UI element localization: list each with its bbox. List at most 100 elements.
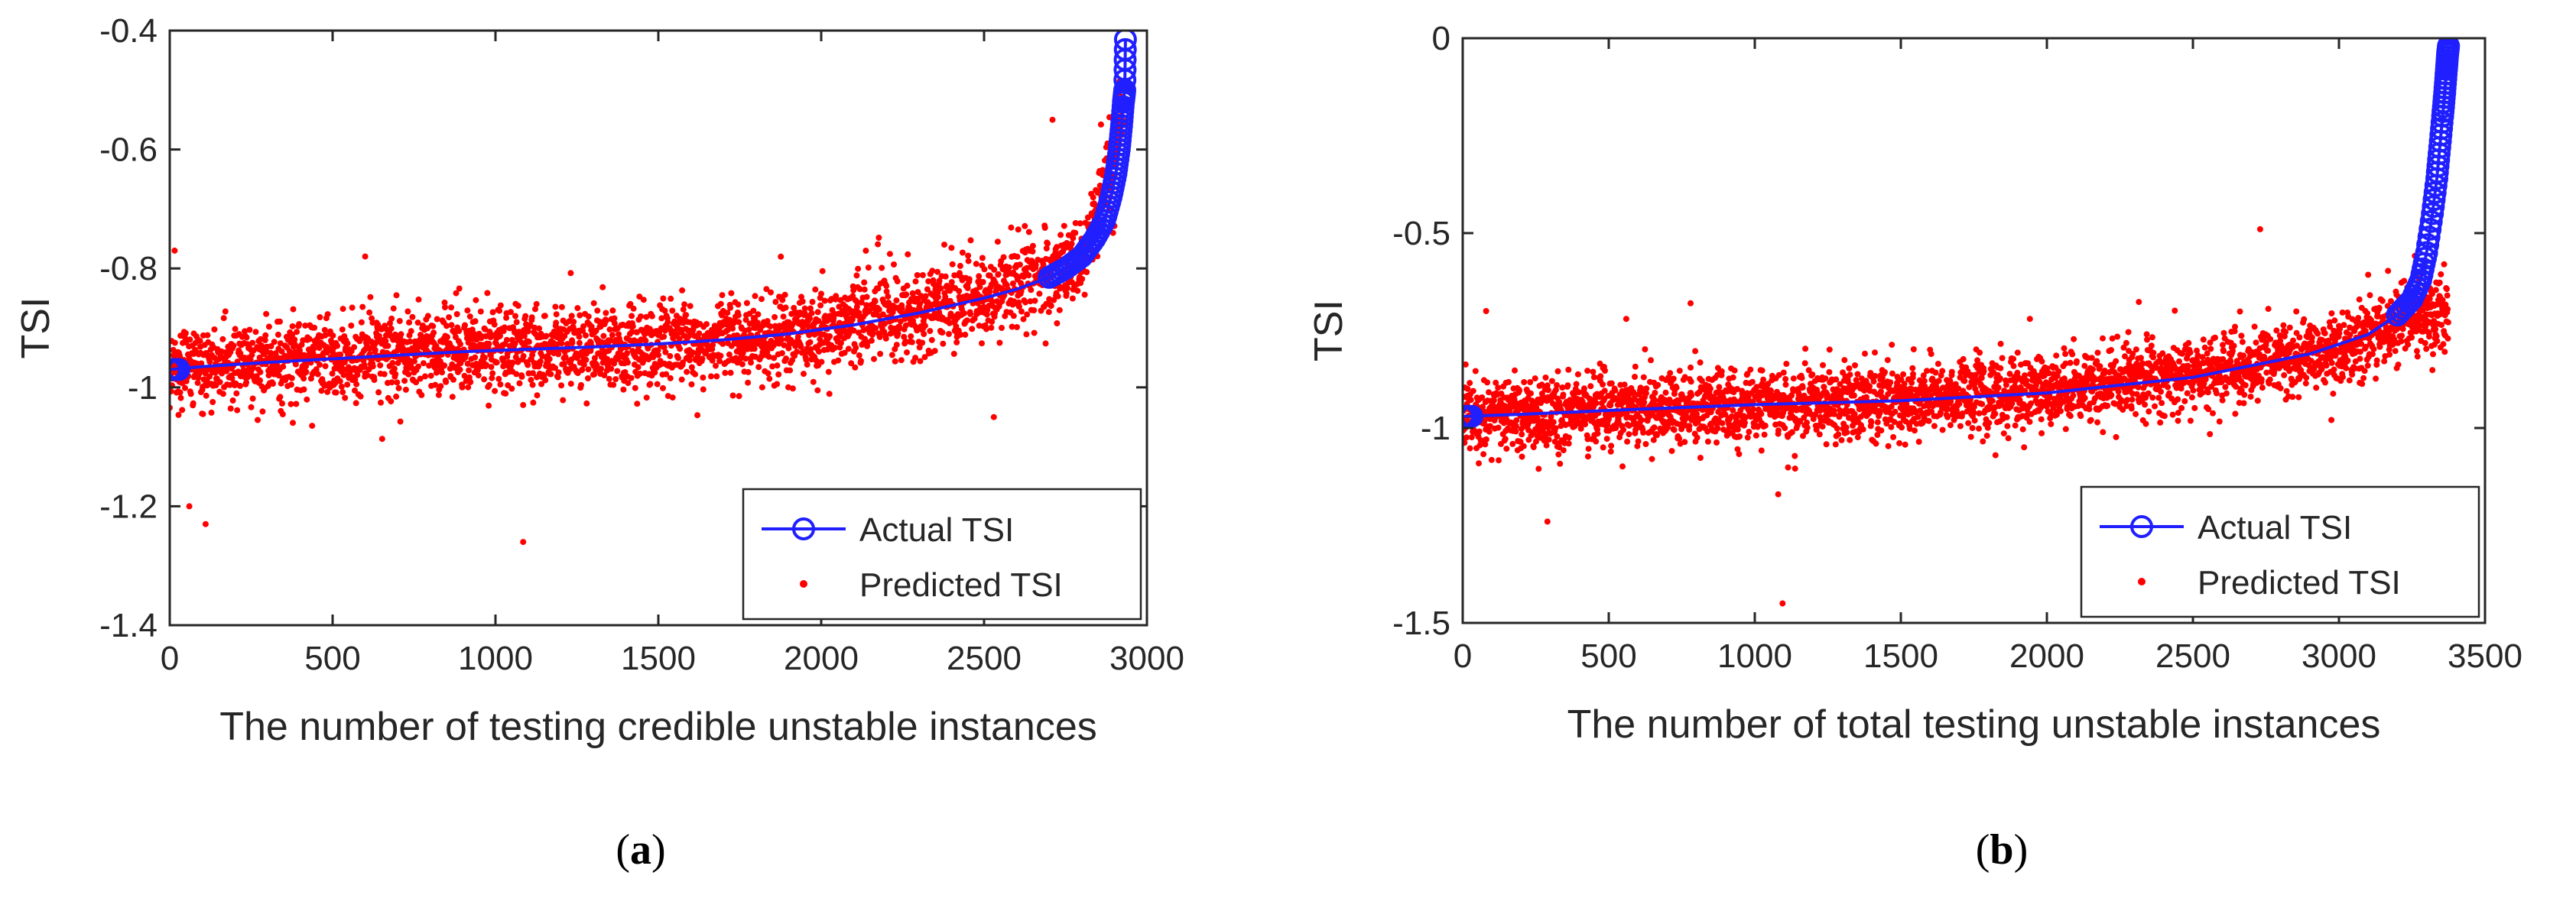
predicted-tsi-point bbox=[2010, 356, 2016, 362]
x-tick-label: 1000 bbox=[458, 640, 533, 677]
predicted-tsi-point bbox=[290, 323, 296, 329]
predicted-tsi-point bbox=[2003, 382, 2009, 388]
predicted-tsi-point bbox=[835, 358, 841, 364]
predicted-tsi-point bbox=[976, 273, 982, 279]
predicted-tsi-point bbox=[1799, 375, 1805, 381]
predicted-tsi-point bbox=[877, 351, 883, 357]
predicted-tsi-point bbox=[918, 358, 924, 365]
predicted-tsi-point bbox=[875, 242, 881, 248]
predicted-tsi-point bbox=[667, 353, 673, 359]
predicted-tsi-point bbox=[1977, 349, 1983, 355]
predicted-tsi-point bbox=[1736, 433, 1743, 439]
predicted-tsi-point bbox=[190, 400, 197, 407]
predicted-tsi-point bbox=[1843, 430, 1850, 436]
predicted-tsi-point bbox=[1993, 452, 1999, 459]
predicted-tsi-point bbox=[1468, 397, 1474, 403]
predicted-tsi-point bbox=[981, 266, 987, 272]
predicted-tsi-point bbox=[755, 311, 761, 317]
predicted-tsi-point bbox=[394, 292, 400, 298]
predicted-tsi-point bbox=[929, 268, 935, 274]
predicted-tsi-point bbox=[677, 345, 683, 352]
predicted-tsi-point bbox=[948, 245, 954, 251]
predicted-tsi-point bbox=[389, 379, 395, 385]
predicted-tsi-outlier bbox=[362, 254, 369, 260]
predicted-tsi-point bbox=[2027, 419, 2033, 425]
predicted-tsi-point bbox=[502, 391, 508, 397]
predicted-tsi-point bbox=[1984, 433, 1990, 439]
predicted-tsi-point bbox=[1730, 375, 1736, 381]
predicted-tsi-point bbox=[323, 363, 329, 369]
predicted-tsi-point bbox=[921, 331, 927, 337]
predicted-tsi-point bbox=[211, 326, 217, 332]
predicted-tsi-point bbox=[778, 337, 784, 343]
predicted-tsi-point bbox=[177, 390, 184, 396]
predicted-tsi-point bbox=[629, 313, 635, 319]
predicted-tsi-point bbox=[612, 376, 619, 382]
predicted-tsi-point bbox=[908, 333, 914, 339]
predicted-tsi-point bbox=[514, 319, 520, 326]
predicted-tsi-point bbox=[956, 288, 962, 294]
predicted-tsi-point bbox=[1642, 346, 1648, 352]
predicted-tsi-point bbox=[1031, 330, 1038, 336]
predicted-tsi-point bbox=[1979, 375, 1985, 381]
predicted-tsi-point bbox=[243, 379, 249, 385]
predicted-tsi-point bbox=[943, 274, 949, 280]
predicted-tsi-point bbox=[1608, 443, 1614, 449]
predicted-tsi-point bbox=[1997, 365, 2003, 371]
predicted-tsi-point bbox=[914, 272, 921, 278]
predicted-tsi-point bbox=[655, 352, 661, 358]
legend-predicted-marker bbox=[800, 580, 807, 588]
predicted-tsi-point bbox=[927, 328, 933, 334]
predicted-tsi-point bbox=[367, 294, 373, 300]
predicted-tsi-point bbox=[1619, 463, 1626, 469]
predicted-tsi-point bbox=[1090, 194, 1096, 200]
predicted-tsi-point bbox=[339, 384, 345, 390]
predicted-tsi-point bbox=[745, 380, 751, 386]
predicted-tsi-point bbox=[1720, 420, 1726, 426]
predicted-tsi-point bbox=[853, 345, 859, 351]
predicted-tsi-point bbox=[337, 378, 343, 384]
predicted-tsi-point bbox=[583, 332, 589, 339]
predicted-tsi-point bbox=[345, 340, 351, 346]
predicted-tsi-point bbox=[1957, 423, 1964, 430]
predicted-tsi-point bbox=[1826, 369, 1832, 375]
predicted-tsi-point bbox=[1473, 368, 1479, 375]
predicted-tsi-point bbox=[814, 388, 820, 394]
predicted-tsi-point bbox=[1697, 359, 1704, 365]
predicted-tsi-point bbox=[1686, 423, 1692, 429]
predicted-tsi-point bbox=[961, 310, 967, 316]
predicted-tsi-point bbox=[339, 326, 346, 332]
predicted-tsi-point bbox=[1531, 444, 1537, 450]
predicted-tsi-point bbox=[1585, 453, 1591, 459]
predicted-tsi-point bbox=[1833, 376, 1839, 382]
predicted-tsi-point bbox=[778, 254, 784, 260]
predicted-tsi-point bbox=[941, 242, 947, 248]
predicted-tsi-point bbox=[1496, 425, 1502, 431]
predicted-tsi-point bbox=[351, 344, 357, 350]
predicted-tsi-point bbox=[988, 325, 994, 331]
predicted-tsi-point bbox=[1947, 422, 1954, 428]
predicted-tsi-point bbox=[872, 325, 879, 331]
predicted-tsi-point bbox=[1608, 449, 1614, 455]
predicted-tsi-point bbox=[664, 319, 671, 326]
predicted-tsi-point bbox=[610, 382, 616, 388]
predicted-tsi-point bbox=[861, 280, 867, 286]
plot-area-a bbox=[160, 30, 1135, 545]
predicted-tsi-point bbox=[660, 296, 666, 302]
predicted-tsi-point bbox=[1676, 436, 1682, 442]
predicted-tsi-point bbox=[257, 378, 263, 384]
predicted-tsi-point bbox=[476, 372, 482, 378]
predicted-tsi-point bbox=[668, 375, 674, 381]
predicted-tsi-point bbox=[1809, 371, 1815, 378]
predicted-tsi-outlier bbox=[1050, 117, 1056, 123]
x-tick-label: 2500 bbox=[947, 640, 1022, 677]
predicted-tsi-point bbox=[1935, 361, 1941, 367]
predicted-tsi-point bbox=[599, 284, 606, 290]
predicted-tsi-point bbox=[887, 251, 893, 257]
predicted-tsi-point bbox=[536, 326, 542, 332]
predicted-tsi-point bbox=[219, 336, 226, 342]
predicted-tsi-point bbox=[1860, 426, 1866, 433]
predicted-tsi-point bbox=[1688, 392, 1694, 398]
predicted-tsi-point bbox=[1747, 367, 1753, 373]
predicted-tsi-point bbox=[253, 329, 259, 335]
